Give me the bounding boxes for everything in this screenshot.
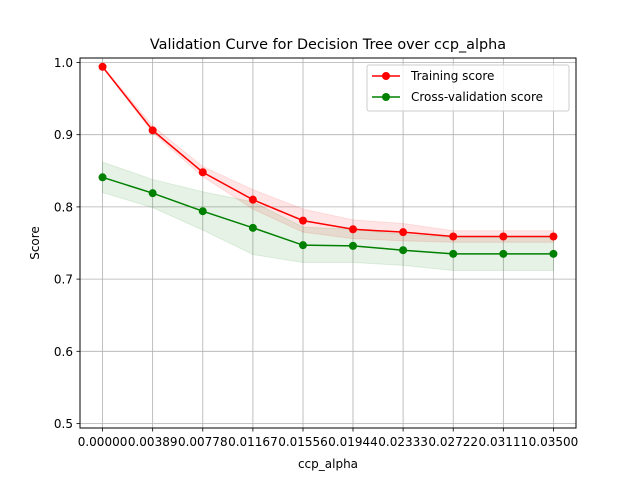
plot-frame (79, 57, 577, 429)
y-tick-label: 1.0 (54, 56, 73, 70)
cv-score-band (102, 161, 554, 271)
score-bands (102, 64, 554, 271)
cv-score-point (148, 189, 157, 198)
y-tick-label: 0.5 (54, 417, 73, 431)
legend-label-training: Training score (410, 69, 494, 83)
axis-ticks: 0.00000 0.00389 0.00778 0.01167 0.01556 0.019… (54, 56, 578, 449)
legend-swatch-marker-training (382, 72, 390, 80)
x-tick-label: 0.01167 (228, 435, 278, 449)
y-tick-label: 0.9 (54, 128, 73, 142)
training-score-point (399, 228, 408, 237)
y-tick-label: 0.6 (54, 345, 73, 359)
x-tick-label: 0.00000 (78, 435, 128, 449)
training-score-point (549, 232, 558, 241)
cv-score-line (102, 176, 554, 255)
cv-score-point (299, 241, 308, 250)
legend-label-cv: Cross-validation score (411, 90, 543, 104)
training-score-point (198, 168, 207, 177)
x-tick-label: 0.03111 (479, 435, 529, 449)
cv-score-point (499, 249, 508, 258)
training-score-line (101, 66, 554, 238)
x-tick-label: 0.01944 (328, 435, 378, 449)
x-tick-label: 0.00778 (178, 435, 228, 449)
training-score-point (499, 232, 508, 241)
cv-score-point (549, 249, 558, 258)
training-score-point (299, 216, 308, 225)
training-score-point (148, 126, 157, 135)
x-axis-label: ccp_alpha (298, 457, 358, 471)
x-tick-label: 0.02722 (428, 435, 478, 449)
x-tick-label: 0.01556 (278, 435, 328, 449)
chart-title: Validation Curve for Decision Tree over … (150, 37, 506, 53)
score-lines (98, 62, 558, 258)
x-tick-label: 0.03500 (529, 435, 579, 449)
legend-swatch-marker-cv (382, 93, 390, 101)
cv-score-point (198, 207, 207, 216)
y-tick-label: 0.7 (54, 273, 73, 287)
legend: Training score Cross-validation score (366, 64, 570, 112)
y-tick-label: 0.8 (54, 200, 73, 214)
training-score-point (449, 232, 458, 241)
cv-score-point (399, 246, 408, 255)
cv-score-point (449, 249, 458, 258)
cv-score-point (348, 241, 357, 250)
y-axis-label: Score (28, 226, 42, 260)
training-score-point (348, 225, 357, 234)
x-tick-label: 0.02333 (378, 435, 428, 449)
training-score-point (248, 195, 257, 204)
cv-score-point (248, 223, 257, 232)
training-score-point (98, 62, 107, 71)
training-score-band (102, 64, 554, 243)
x-tick-label: 0.00389 (128, 435, 178, 449)
cv-score-point (98, 173, 107, 182)
legend-box (366, 64, 570, 112)
